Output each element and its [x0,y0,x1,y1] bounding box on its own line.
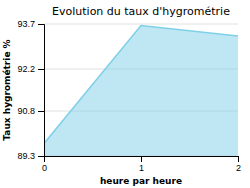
x-tick-label: 1 [139,163,144,173]
title: Evolution du taux d'hygrométrie [52,5,230,18]
y-tick: 89.3 [17,151,44,161]
plot: 0 1 2 89.3 90.8 92.2 93.7 [17,19,241,173]
y-tick-label: 92.2 [17,64,35,74]
x-axis-title: heure par heure [100,176,182,186]
grid [44,24,238,156]
y-axis-title: Taux hygrométrie % [2,39,12,140]
x-tick-mark [238,156,239,162]
y-tick: 90.8 [17,106,44,116]
x-tick: 2 [236,156,241,173]
y-tick: 93.7 [17,19,44,29]
x-tick-label: 0 [42,163,47,173]
y-tick: 92.2 [17,64,44,74]
x-axis-line [45,157,239,163]
y-tick-label: 90.8 [17,106,35,116]
y-axis: 89.3 90.8 92.2 93.7 [17,19,44,161]
y-tick-mark [38,69,44,70]
line [44,26,238,144]
y-tick-mark [38,111,44,112]
y-tick-label: 93.7 [17,19,35,29]
grid-line [44,24,238,25]
x-tick: 0 [42,156,47,173]
x-axis: 0 1 2 [42,156,241,173]
x-tick-label: 2 [236,163,241,173]
y-tick-mark [38,156,44,157]
area [44,26,238,157]
x-tick: 1 [139,156,144,173]
marks [44,26,238,157]
x-tick-mark [141,156,142,162]
y-tick-mark [38,24,44,25]
chart: 0 1 2 89.3 90.8 92.2 93.7 Evolution du taux d'h… [0,0,250,188]
y-tick-label: 89.3 [17,151,35,161]
y-axis-line [38,25,45,157]
